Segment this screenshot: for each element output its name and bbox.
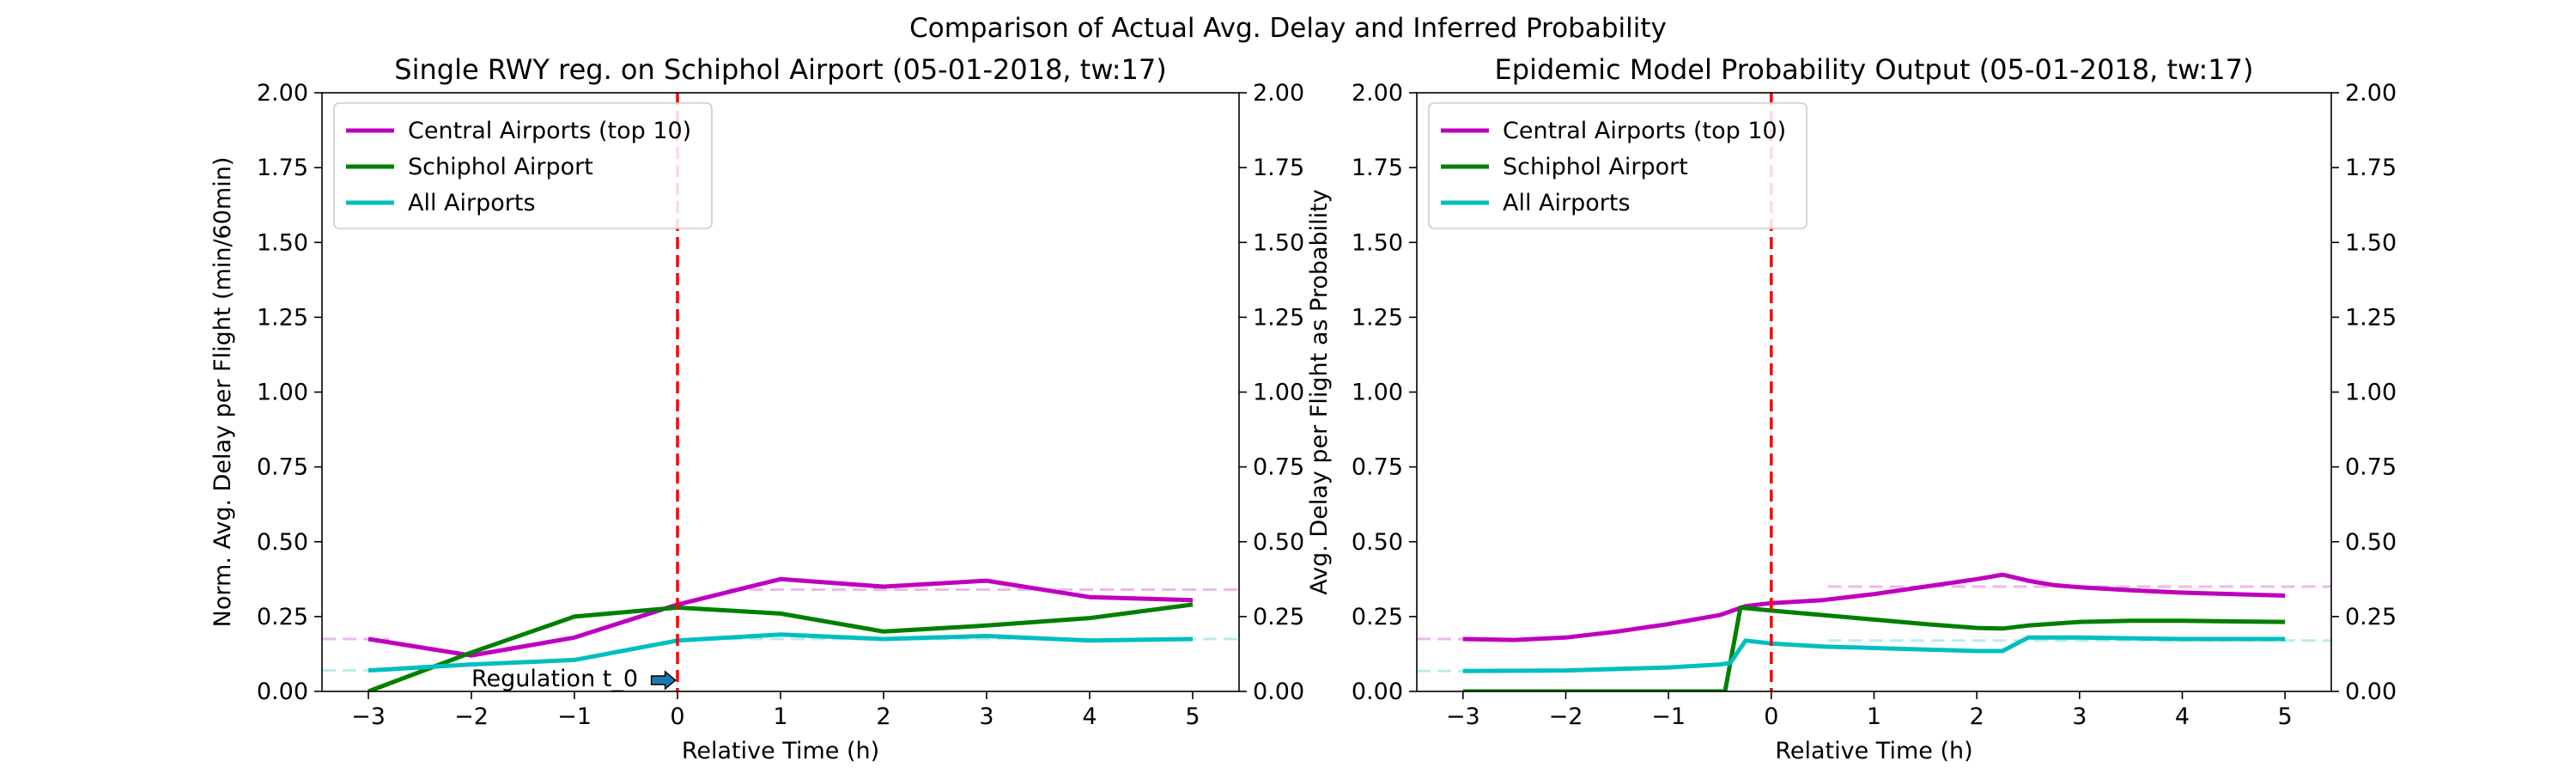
legend-label: Central Airports (top 10) [1503, 118, 1786, 144]
plot-area [322, 576, 1239, 691]
x-axis-label: Relative Time (h) [1775, 738, 1972, 764]
y-axis-label: Norm. Avg. Delay per Flight (min/60min) [210, 157, 236, 628]
y-tick-label-right: 0.00 [1253, 679, 1304, 705]
y-tick-label-left: 1.00 [1352, 380, 1403, 406]
y-tick-label-right: 0.75 [1253, 454, 1304, 481]
y-tick-label-right: 1.25 [2345, 304, 2397, 331]
x-tick-label: 5 [2278, 703, 2293, 730]
y-tick-label-left: 0.00 [257, 679, 308, 705]
annotation-arrow [650, 670, 677, 691]
y-tick-label-left: 0.50 [1352, 529, 1403, 556]
x-tick-label: 3 [979, 703, 993, 730]
y-tick-label-right: 0.50 [1253, 529, 1304, 556]
y-tick-label-right: 1.50 [1253, 229, 1304, 256]
y-tick-label-right: 2.00 [2345, 80, 2397, 107]
y-tick-label-right: 0.75 [2345, 454, 2397, 481]
y-tick-label-left: 1.25 [1352, 304, 1403, 331]
legend-label: Schiphol Airport [1503, 154, 1688, 180]
y-tick-label-left: 0.50 [257, 529, 308, 556]
x-tick-label: −3 [1446, 703, 1480, 730]
y-tick-label-right: 1.25 [1253, 304, 1304, 331]
y-tick-label-right: 1.75 [2345, 155, 2397, 181]
y-tick-label-left: 1.50 [1352, 229, 1403, 256]
y-tick-label-left: 1.25 [257, 304, 308, 331]
y-tick-label-right: 0.50 [2345, 529, 2397, 556]
figure-title: Comparison of Actual Avg. Delay and Infe… [909, 13, 1667, 44]
series-line-all [1462, 635, 2286, 673]
x-tick-label: 4 [1082, 703, 1097, 730]
x-tick-label: 1 [773, 703, 787, 730]
x-tick-label: −1 [1651, 703, 1686, 730]
series-line-schiphol [368, 602, 1194, 691]
x-tick-label: −2 [1549, 703, 1583, 730]
x-tick-label: 1 [1867, 703, 1881, 730]
x-tick-label: 2 [876, 703, 890, 730]
y-tick-label-right: 0.25 [2345, 604, 2397, 630]
legend-label: Schiphol Airport [408, 154, 593, 180]
y-tick-label-right: 1.00 [1253, 380, 1304, 406]
y-axis-label: Avg. Delay per Flight as Probability [1306, 189, 1333, 595]
chart-panel-right: Epidemic Model Probability Output (05-01… [1306, 53, 2397, 764]
y-tick-label-right: 0.00 [2345, 679, 2397, 705]
y-tick-label-right: 0.25 [1253, 604, 1304, 630]
chart-title: Single RWY reg. on Schiphol Airport (05-… [394, 53, 1166, 86]
x-tick-label: 5 [1185, 703, 1200, 730]
x-tick-label: 0 [1764, 703, 1778, 730]
y-tick-label-left: 0.25 [257, 604, 308, 630]
x-tick-label: 0 [670, 703, 684, 730]
x-tick-label: −1 [557, 703, 592, 730]
y-tick-label-left: 0.00 [1352, 679, 1403, 705]
series-line-schiphol [1462, 605, 2286, 691]
legend: Central Airports (top 10) Schiphol Airpor… [1428, 102, 1807, 229]
chart-title: Epidemic Model Probability Output (05-01… [1495, 53, 2254, 86]
y-tick-label-right: 1.00 [2345, 380, 2397, 406]
legend: Central Airports (top 10) Schiphol Airpor… [333, 102, 713, 229]
y-tick-label-right: 1.75 [1253, 155, 1304, 181]
y-tick-label-left: 1.00 [257, 380, 308, 406]
chart-panel-left: Single RWY reg. on Schiphol Airport (05-… [210, 53, 1304, 764]
legend-label: All Airports [408, 190, 536, 216]
y-tick-label-left: 0.25 [1352, 604, 1403, 630]
x-tick-label: 4 [2175, 703, 2190, 730]
x-axis-label: Relative Time (h) [682, 738, 879, 764]
y-tick-label-left: 2.00 [257, 80, 308, 107]
series-line-central [1462, 572, 2286, 642]
legend-label: All Airports [1503, 190, 1631, 216]
y-tick-label-left: 1.75 [1352, 155, 1403, 181]
y-tick-label-left: 2.00 [1352, 80, 1403, 107]
y-tick-label-right: 1.50 [2345, 229, 2397, 256]
y-tick-label-right: 2.00 [1253, 80, 1304, 107]
legend-frame [1428, 102, 1807, 229]
x-tick-label: 2 [1970, 703, 1984, 730]
plot-area [1417, 572, 2331, 691]
legend-label: Central Airports (top 10) [408, 118, 691, 144]
legend-frame [333, 102, 713, 229]
y-tick-label-left: 1.50 [257, 229, 308, 256]
annotation-text: Regulation t_0 [471, 666, 638, 692]
x-tick-label: −3 [351, 703, 386, 730]
y-tick-label-left: 0.75 [257, 454, 308, 481]
series-line-central [368, 576, 1194, 658]
x-tick-label: −2 [454, 703, 489, 730]
y-tick-label-left: 0.75 [1352, 454, 1403, 481]
y-tick-label-left: 1.75 [257, 155, 308, 181]
x-tick-label: 3 [2072, 703, 2087, 730]
series-line-all [368, 632, 1194, 673]
